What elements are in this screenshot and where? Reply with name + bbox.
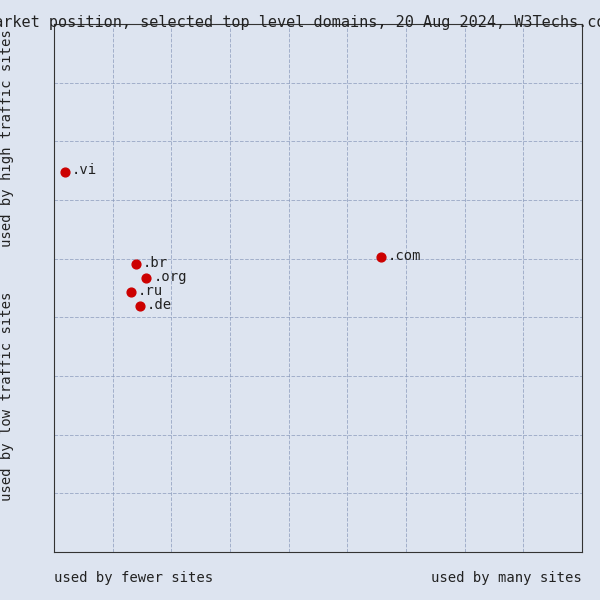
Text: .com: .com <box>388 249 422 263</box>
Point <box>135 302 145 311</box>
Point <box>377 253 386 262</box>
Text: used by high traffic sites: used by high traffic sites <box>0 29 14 247</box>
Point <box>131 259 140 269</box>
Text: .br: .br <box>143 256 168 269</box>
Point <box>126 287 136 297</box>
Text: Market position, selected top level domains, 20 Aug 2024, W3Techs.com: Market position, selected top level doma… <box>0 15 600 30</box>
Point <box>142 274 151 283</box>
Text: used by many sites: used by many sites <box>431 571 582 585</box>
Text: .de: .de <box>146 298 172 312</box>
Text: used by fewer sites: used by fewer sites <box>54 571 213 585</box>
Text: .ru: .ru <box>137 284 163 298</box>
Text: .org: .org <box>153 270 187 284</box>
Point <box>60 167 70 176</box>
Text: used by low traffic sites: used by low traffic sites <box>0 292 14 500</box>
Text: .vi: .vi <box>71 163 97 177</box>
